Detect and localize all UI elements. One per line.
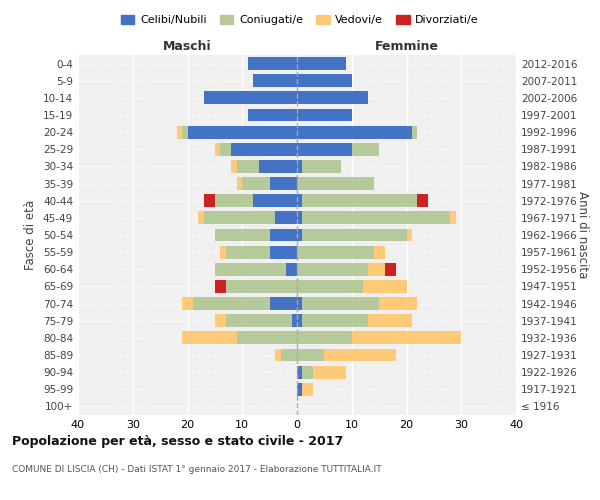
Text: Femmine: Femmine xyxy=(374,40,439,54)
Bar xyxy=(451,212,456,224)
Bar xyxy=(253,74,297,87)
Bar xyxy=(220,246,226,258)
Bar xyxy=(363,280,407,293)
Bar xyxy=(275,212,297,224)
Text: COMUNE DI LISCIA (CH) - Dati ISTAT 1° gennaio 2017 - Elaborazione TUTTITALIA.IT: COMUNE DI LISCIA (CH) - Dati ISTAT 1° ge… xyxy=(12,465,382,474)
Bar xyxy=(237,177,242,190)
Bar xyxy=(215,143,220,156)
Bar xyxy=(297,57,346,70)
Bar xyxy=(269,246,297,258)
Bar xyxy=(297,212,302,224)
Bar xyxy=(297,194,302,207)
Bar xyxy=(385,263,395,276)
Bar xyxy=(215,228,269,241)
Bar xyxy=(297,126,412,138)
Bar xyxy=(297,280,363,293)
Bar xyxy=(297,263,368,276)
Bar xyxy=(248,57,297,70)
Bar xyxy=(297,228,302,241)
Bar xyxy=(352,332,461,344)
Bar xyxy=(302,314,368,327)
Bar xyxy=(182,126,188,138)
Bar xyxy=(297,92,368,104)
Bar xyxy=(226,246,269,258)
Bar xyxy=(292,314,297,327)
Text: Popolazione per età, sesso e stato civile - 2017: Popolazione per età, sesso e stato civil… xyxy=(12,435,343,448)
Bar xyxy=(204,92,297,104)
Bar xyxy=(374,246,385,258)
Bar xyxy=(286,263,297,276)
Bar xyxy=(232,143,297,156)
Y-axis label: Anni di nascita: Anni di nascita xyxy=(576,192,589,278)
Bar xyxy=(297,314,302,327)
Bar xyxy=(302,212,451,224)
Bar xyxy=(204,194,215,207)
Bar xyxy=(418,194,428,207)
Bar xyxy=(215,280,226,293)
Bar xyxy=(297,74,352,87)
Bar xyxy=(220,143,232,156)
Bar xyxy=(407,228,412,241)
Bar xyxy=(275,348,281,362)
Bar xyxy=(302,297,379,310)
Bar xyxy=(297,177,374,190)
Bar xyxy=(297,348,325,362)
Bar xyxy=(232,160,237,173)
Bar xyxy=(297,108,352,122)
Bar xyxy=(368,314,412,327)
Bar xyxy=(226,314,292,327)
Bar xyxy=(297,297,302,310)
Bar xyxy=(215,314,226,327)
Bar xyxy=(269,228,297,241)
Bar xyxy=(237,160,259,173)
Bar xyxy=(269,177,297,190)
Bar xyxy=(237,332,297,344)
Bar xyxy=(297,366,302,378)
Bar xyxy=(379,297,418,310)
Bar xyxy=(226,280,297,293)
Bar xyxy=(297,246,374,258)
Bar xyxy=(297,332,352,344)
Bar xyxy=(204,212,275,224)
Bar xyxy=(412,126,418,138)
Bar xyxy=(259,160,297,173)
Bar xyxy=(182,297,193,310)
Bar xyxy=(297,160,302,173)
Bar xyxy=(352,143,379,156)
Bar xyxy=(325,348,395,362)
Bar xyxy=(281,348,297,362)
Bar xyxy=(302,160,341,173)
Bar xyxy=(215,194,253,207)
Bar xyxy=(193,297,269,310)
Bar xyxy=(199,212,204,224)
Bar xyxy=(302,194,418,207)
Legend: Celibi/Nubili, Coniugati/e, Vedovi/e, Divorziati/e: Celibi/Nubili, Coniugati/e, Vedovi/e, Di… xyxy=(117,10,483,30)
Bar xyxy=(269,297,297,310)
Bar xyxy=(253,194,297,207)
Bar xyxy=(368,263,385,276)
Bar xyxy=(297,143,352,156)
Y-axis label: Fasce di età: Fasce di età xyxy=(25,200,37,270)
Bar xyxy=(215,263,286,276)
Bar xyxy=(302,228,407,241)
Bar xyxy=(242,177,269,190)
Bar xyxy=(297,383,302,396)
Bar xyxy=(188,126,297,138)
Bar xyxy=(182,332,237,344)
Bar xyxy=(302,383,313,396)
Bar xyxy=(176,126,182,138)
Bar xyxy=(313,366,346,378)
Text: Maschi: Maschi xyxy=(163,40,212,54)
Bar xyxy=(302,366,313,378)
Bar xyxy=(248,108,297,122)
